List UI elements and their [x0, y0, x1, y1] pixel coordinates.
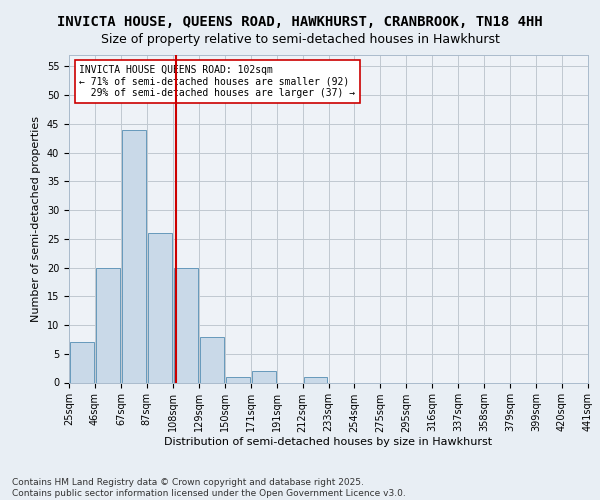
Text: INVICTA HOUSE, QUEENS ROAD, HAWKHURST, CRANBROOK, TN18 4HH: INVICTA HOUSE, QUEENS ROAD, HAWKHURST, C…: [57, 15, 543, 29]
Bar: [122, 130, 146, 382]
Bar: [226, 377, 250, 382]
Bar: [96, 268, 120, 382]
Text: Size of property relative to semi-detached houses in Hawkhurst: Size of property relative to semi-detach…: [101, 32, 499, 46]
Bar: [304, 377, 328, 382]
Bar: [70, 342, 94, 382]
Y-axis label: Number of semi-detached properties: Number of semi-detached properties: [31, 116, 41, 322]
Text: INVICTA HOUSE QUEENS ROAD: 102sqm
← 71% of semi-detached houses are smaller (92): INVICTA HOUSE QUEENS ROAD: 102sqm ← 71% …: [79, 65, 356, 98]
Bar: [200, 336, 224, 382]
X-axis label: Distribution of semi-detached houses by size in Hawkhurst: Distribution of semi-detached houses by …: [164, 438, 493, 448]
Text: Contains HM Land Registry data © Crown copyright and database right 2025.
Contai: Contains HM Land Registry data © Crown c…: [12, 478, 406, 498]
Bar: [251, 371, 275, 382]
Bar: [174, 268, 198, 382]
Bar: [148, 233, 172, 382]
